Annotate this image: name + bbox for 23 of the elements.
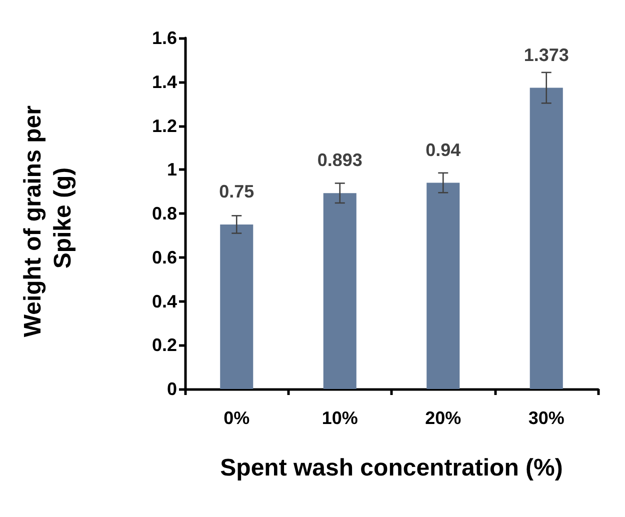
y-tick-label: 1.2 bbox=[152, 116, 177, 136]
bar bbox=[426, 182, 460, 389]
y-tick-label: 0.2 bbox=[152, 335, 177, 356]
x-tick-label: 20% bbox=[425, 408, 462, 428]
y-tick-label: 0 bbox=[166, 379, 177, 399]
x-tick-label: 30% bbox=[528, 408, 564, 428]
x-axis-title: Spent wash concentration (%) bbox=[220, 454, 563, 482]
y-tick-label: 0.4 bbox=[152, 291, 177, 312]
y-tick-label: 1 bbox=[166, 160, 177, 180]
bar bbox=[220, 224, 254, 389]
bar bbox=[323, 193, 356, 389]
y-tick-label: 1.4 bbox=[152, 72, 177, 92]
y-tick-label: 1.6 bbox=[152, 28, 177, 48]
data-label: 1.373 bbox=[524, 44, 569, 65]
x-tick-label: 0% bbox=[224, 408, 250, 428]
y-axis-title: Weight of grains per Spike (g) bbox=[20, 98, 76, 338]
data-label: 0.893 bbox=[317, 150, 362, 170]
bar bbox=[530, 88, 563, 389]
y-tick-label: 0.6 bbox=[152, 247, 177, 268]
data-label: 0.94 bbox=[426, 140, 461, 160]
x-tick-label: 10% bbox=[322, 408, 358, 428]
y-tick-label: 0.8 bbox=[152, 204, 177, 224]
data-label: 0.75 bbox=[219, 181, 254, 202]
